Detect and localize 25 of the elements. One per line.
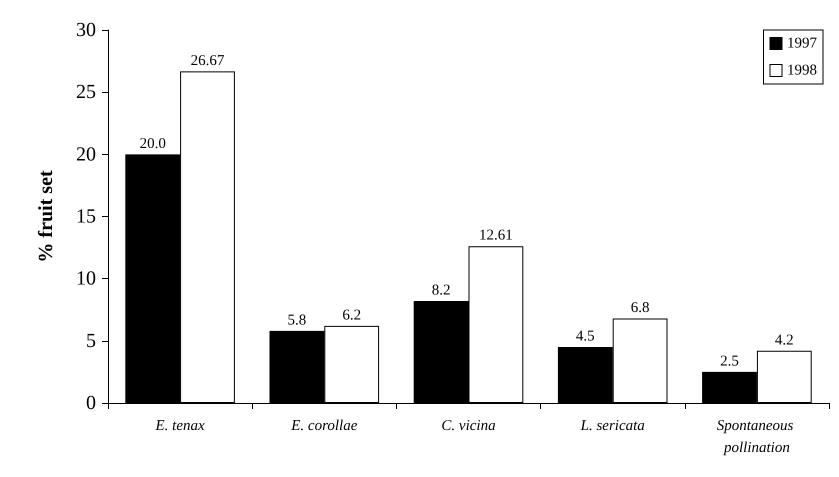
data-label: 26.67 [190,52,225,69]
y-axis-title: % fruit set [35,170,57,263]
y-tick-label: 30 [76,19,96,41]
y-tick-label: 10 [76,268,96,290]
y-tick-label: 20 [76,143,96,166]
data-label: 4.2 [774,332,794,348]
x-tick-label: E. corollae [290,418,358,434]
data-label: 20.0 [140,136,166,152]
data-label: 6.8 [630,300,650,316]
data-label: 12.61 [479,228,513,244]
y-tick-label: 25 [76,81,96,104]
data-label: 4.5 [576,328,595,345]
legend-label: 1997 [787,36,818,52]
legend-label: 1998 [787,62,817,78]
data-label: 6.2 [342,307,362,324]
y-tick-label: 0 [86,392,96,414]
x-tick-label: Spontaneous pollination [716,418,798,456]
data-label: 2.5 [720,353,739,370]
data-label: 5.8 [288,312,306,328]
y-tick-label: 15 [76,206,96,228]
data-label: 8.2 [432,282,450,299]
x-tick-label: E. tenax [154,418,206,434]
x-tick-label: L. sericata [580,418,645,434]
y-tick-label: 5 [86,330,96,352]
x-tick-label: C. vicina [441,418,496,434]
